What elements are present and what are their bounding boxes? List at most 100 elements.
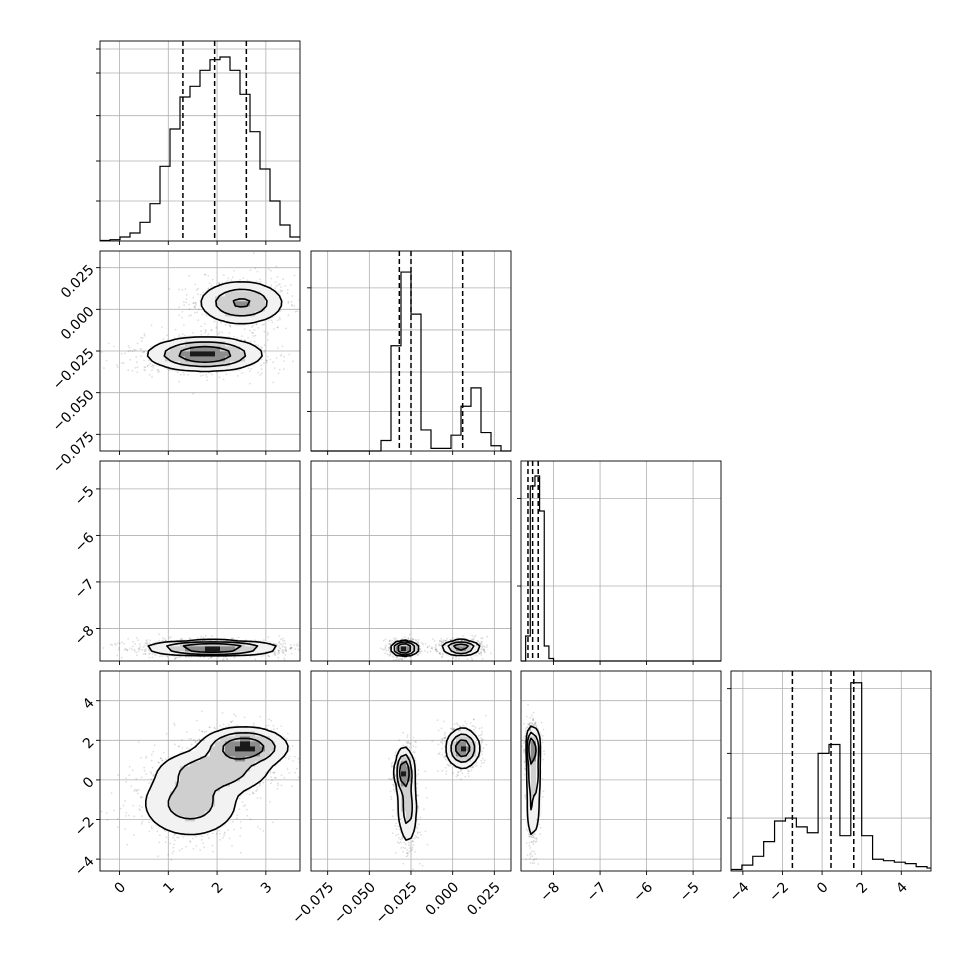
scatter-point [212,832,214,835]
density-bin [220,361,226,367]
density-bin [265,296,271,302]
scatter-point [278,649,280,652]
scatter-point [478,652,481,655]
scatter-point [392,659,395,661]
density-bin [265,311,271,317]
scatter-point [234,715,237,718]
scatter-point [164,638,166,640]
scatter-point [146,639,149,641]
scatter-point [260,368,263,370]
scatter-point [432,638,434,641]
density-bin [235,316,241,322]
scatter-point [188,308,191,311]
scatter-point [221,331,224,334]
scatter-point [441,641,444,644]
density-bin [240,646,246,652]
scatter-point [116,366,119,368]
scatter-point [125,648,128,651]
scatter-point [262,830,265,832]
scatter-point [482,649,485,651]
scatter-point [152,364,155,367]
scatter-point [148,652,151,655]
scatter-point [126,649,129,652]
density-bin [235,351,241,357]
scatter-point [320,778,322,780]
scatter-point [136,361,138,364]
scatter-point [181,311,184,313]
scatter-point [226,658,229,661]
scatter-point [277,326,279,328]
scatter-point [173,834,176,836]
scatter-point [113,345,115,348]
scatter-point [146,643,149,646]
density-bin [260,301,266,307]
scatter-point [419,650,422,653]
scatter-point [417,642,420,644]
scatter-point [149,362,152,365]
scatter-point [302,289,304,291]
scatter-point [254,639,256,642]
scatter-point [248,793,251,796]
scatter-point [138,647,141,649]
density-bin [250,356,256,362]
scatter-point [127,637,129,640]
density-bin [170,346,176,352]
scatter-point [233,656,236,659]
scatter-point [141,648,144,651]
density-bin [250,641,256,647]
scatter-point [416,648,418,651]
scatter-point [131,645,134,648]
scatter-point [143,366,146,368]
scatter-point [482,645,484,647]
scatter-point [474,634,477,637]
scatter-point [178,306,180,308]
scatter-point [263,362,265,365]
scatter-point [462,635,465,637]
scatter-point [193,739,195,741]
scatter-point [140,336,142,339]
scatter-point [238,808,241,810]
scatter-point [210,656,213,659]
scatter-point [282,651,284,654]
density-bin [160,341,166,347]
scatter-point [236,375,239,377]
density-bin [190,356,196,362]
scatter-point [438,640,441,642]
scatter-point [137,648,140,650]
scatter-point [450,638,453,641]
density-bin [230,316,236,322]
scatter-point [470,657,473,659]
scatter-point [308,307,310,309]
scatter-point [269,358,272,361]
density-bin [456,641,462,647]
scatter-point [289,284,292,286]
scatter-point [135,651,138,654]
density-bin [150,646,156,652]
scatter-point [128,765,131,768]
density-bin [155,351,161,357]
density-bin [240,361,246,367]
scatter-point [293,305,296,308]
scatter-point [198,729,201,731]
scatter-point [303,296,305,298]
scatter-point [196,637,199,639]
scatter-point [200,333,203,336]
scatter-point [471,634,473,637]
scatter-point [471,639,474,642]
density-bin [210,356,216,362]
density-bin [245,646,251,652]
density-bin [180,351,186,357]
scatter-point [309,298,311,300]
scatter-point [289,648,291,650]
scatter-point [400,658,403,660]
scatter-point [388,653,390,656]
scatter-point [121,361,123,364]
density-bin [225,646,231,652]
scatter-point [120,656,123,659]
scatter-point [255,323,258,326]
scatter-point [392,656,395,658]
density-bin [451,646,457,652]
scatter-point [399,657,402,660]
scatter-point [424,643,427,645]
scatter-point [278,651,281,654]
